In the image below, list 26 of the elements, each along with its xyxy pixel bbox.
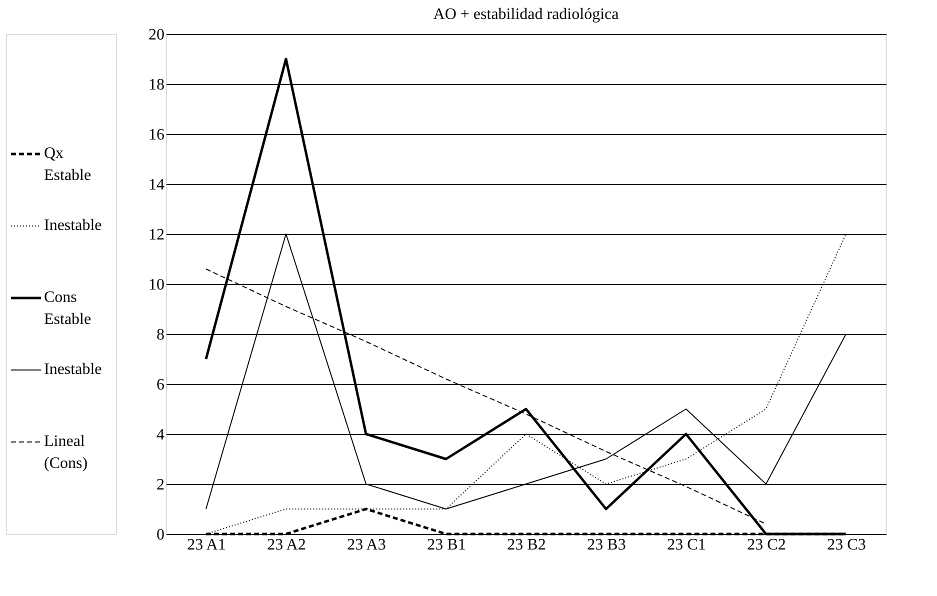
legend-label: Qx Estable (44, 145, 92, 184)
x-tick-label: 23 A3 (347, 536, 386, 554)
x-tick-label: 23 B3 (587, 536, 626, 554)
y-tick-label: 12 (148, 226, 164, 244)
y-tick-label: 8 (156, 326, 164, 344)
y-tick-label: 0 (156, 526, 164, 544)
legend-label: Cons Estable (44, 289, 92, 328)
y-tick-label: 14 (148, 176, 164, 194)
y-tick-label: 16 (148, 126, 164, 144)
y-tick-label: 20 (148, 26, 164, 44)
legend-label: Inestable (44, 217, 102, 234)
legend-label: Inestable (44, 361, 102, 378)
y-tick-label: 18 (148, 76, 164, 94)
y-tick-label: 4 (156, 426, 164, 444)
y-tick-label: 2 (156, 476, 164, 494)
x-tick-label: 23 B2 (507, 536, 546, 554)
y-tick-label: 10 (148, 276, 164, 294)
legend-label: Lineal (Cons) (44, 433, 88, 472)
x-tick-label: 23 C1 (667, 536, 706, 554)
y-tick-label: 6 (156, 376, 164, 394)
x-tick-label: 23 B1 (427, 536, 466, 554)
x-tick-label: 23 C3 (827, 536, 866, 554)
x-tick-label: 23 C2 (747, 536, 786, 554)
x-tick-label: 23 A1 (187, 536, 226, 554)
x-tick-label: 23 A2 (267, 536, 306, 554)
chart-title: AO + estabilidad radiológica (433, 6, 619, 23)
